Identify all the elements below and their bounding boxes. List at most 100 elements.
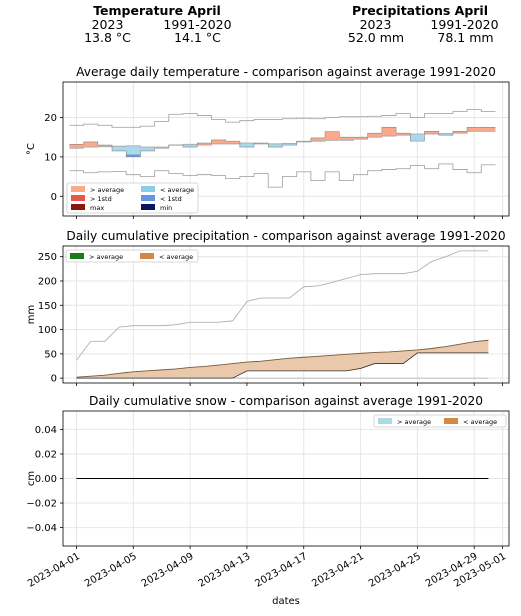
temperature-anomaly-bar	[140, 147, 155, 151]
temperature-2023-value: 13.8 °C	[84, 30, 131, 45]
plot-frame	[62, 81, 510, 217]
legend-swatch	[140, 253, 154, 259]
average-temperature-line	[69, 130, 496, 149]
y-tick-label: 250	[38, 252, 57, 263]
temperature-anomaly-bar	[83, 141, 98, 148]
y-tick-label: 10	[44, 152, 57, 163]
chart-panel-3: Daily cumulative snow - comparison again…	[26, 394, 510, 607]
x-tick-label: 2023-04-25	[367, 551, 423, 590]
temperature-normal-value: 14.1 °C	[174, 30, 221, 45]
legend-label: < average	[160, 186, 194, 194]
temperature-anomaly-bar	[154, 147, 169, 149]
x-tick-label: 2023-04-01	[26, 551, 82, 590]
legend-swatch	[71, 195, 85, 201]
legend-swatch	[71, 186, 85, 192]
temperature-anomaly-bar	[97, 145, 113, 147]
y-axis-label: °C	[26, 143, 37, 155]
temperature-anomaly-bar	[353, 137, 368, 140]
y-axis-label: cm	[26, 471, 37, 486]
temperature-anomaly-bar	[339, 137, 354, 141]
std-lower-line	[69, 163, 496, 188]
temperature-anomaly-bar	[438, 133, 453, 136]
legend-label: > average	[397, 418, 431, 426]
plot-frame	[62, 245, 510, 384]
y-tick-label: 50	[44, 349, 57, 360]
precipitation-summary-title: Precipitations April	[351, 3, 489, 18]
std-upper-line	[76, 250, 489, 361]
legend-swatch	[444, 418, 458, 424]
legend-label: > average	[90, 186, 124, 194]
temperature-anomaly-bar	[268, 143, 283, 148]
y-tick-label: 150	[38, 301, 57, 312]
y-tick-label: −0.04	[26, 523, 57, 534]
temperature-2023-line	[69, 127, 496, 158]
temperature-anomaly-bar	[424, 131, 439, 135]
temperature-anomaly-bar	[197, 143, 212, 146]
precipitation-summary: Precipitations April	[340, 3, 500, 18]
legend-swatch	[70, 253, 84, 259]
legend-label: max	[90, 204, 104, 212]
precipitation-2023-label: 2023	[359, 17, 392, 32]
legend-swatch	[141, 186, 155, 192]
y-tick-label: 100	[38, 325, 57, 336]
y-axis-label: mm	[26, 305, 37, 324]
temperature-anomaly-bar	[239, 143, 255, 148]
y-tick-label: 200	[38, 276, 57, 287]
temperature-anomaly-bar	[325, 131, 340, 141]
legend-box	[65, 249, 199, 263]
legend-swatch	[141, 204, 155, 210]
temperature-anomaly-bar	[69, 144, 84, 149]
temperature-below-1std-bar	[126, 154, 141, 157]
precipitation-normal-value: 78.1 mm	[437, 30, 494, 45]
plot-frame	[62, 410, 510, 547]
x-tick-label: 2023-04-13	[197, 551, 253, 590]
legend-swatch	[71, 204, 85, 210]
temperature-anomaly-bar	[310, 137, 326, 142]
y-tick-label: 0	[51, 374, 57, 385]
x-tick-label: 2023-04-09	[140, 551, 196, 590]
temperature-anomaly-bar	[467, 127, 482, 132]
y-tick-label: 0.00	[35, 474, 57, 485]
temperature-anomaly-bar	[381, 127, 397, 136]
temperature-anomaly-bar	[452, 131, 468, 134]
temperature-normal-label: 1991-2020	[163, 17, 232, 32]
y-tick-label: 20	[44, 113, 57, 124]
legend-label: > 1std	[90, 195, 112, 203]
temperature-anomaly-bar	[282, 143, 297, 146]
temperature-anomaly-bar	[481, 127, 496, 132]
x-tick-label: 2023-04-21	[310, 551, 366, 590]
legend-label: > average	[89, 253, 123, 261]
chart-panel-2: Daily cumulative precipitation - compari…	[26, 229, 510, 386]
legend-label: < 1std	[160, 195, 182, 203]
temperature-anomaly-bar	[126, 145, 141, 157]
precipitation-2023-line	[76, 352, 489, 379]
x-axis-label: dates	[272, 596, 300, 607]
legend-swatch	[141, 195, 155, 201]
temperature-summary-title: Temperature April	[93, 3, 221, 18]
temperature-anomaly-bar	[225, 141, 240, 144]
chart-title: Average daily temperature - comparison a…	[76, 65, 496, 79]
legend-box	[66, 182, 199, 214]
precipitation-normal-label: 1991-2020	[430, 17, 499, 32]
temperature-anomaly-bar	[367, 133, 382, 138]
precipitation-2023-value: 52.0 mm	[347, 30, 405, 45]
temperature-summary: Temperature April	[72, 3, 242, 18]
legend-label: min	[160, 204, 172, 212]
y-tick-label: 0.02	[35, 449, 57, 460]
legend-label: < average	[159, 253, 193, 261]
legend-label: < average	[463, 418, 497, 426]
temperature-anomaly-bar	[410, 134, 425, 142]
y-tick-label: 0	[51, 192, 57, 203]
x-tick-label: 2023-04-17	[253, 551, 309, 590]
chart-panel-1: Average daily temperature - comparison a…	[26, 65, 510, 219]
legend-box	[373, 414, 507, 428]
x-tick-label: 2023-04-05	[83, 551, 139, 590]
y-tick-label: 0.04	[35, 425, 57, 436]
average-precipitation-line	[76, 339, 489, 378]
temperature-anomaly-bar	[112, 146, 127, 151]
temperature-2023-label: 2023	[91, 17, 124, 32]
temperature-anomaly-bar	[396, 133, 411, 136]
chart-title: Daily cumulative precipitation - compari…	[66, 229, 505, 243]
temperature-anomaly-bar	[211, 139, 226, 144]
